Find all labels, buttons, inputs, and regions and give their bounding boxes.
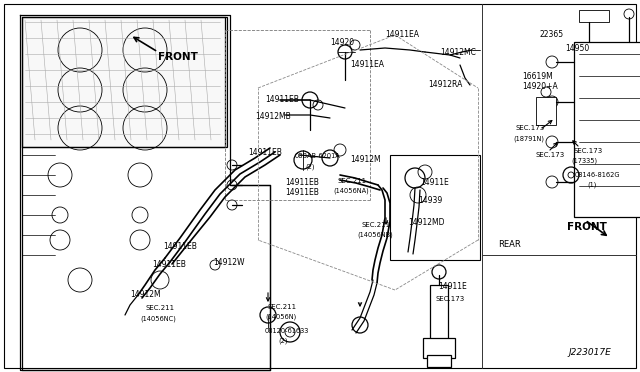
- Text: SEC.211: SEC.211: [268, 304, 297, 310]
- Bar: [579, 10, 609, 22]
- Text: 08146-8162G: 08146-8162G: [575, 172, 621, 178]
- Text: SEC.211: SEC.211: [338, 178, 367, 184]
- Text: REAR: REAR: [498, 240, 521, 249]
- Bar: [22, 17, 227, 147]
- Text: 14911E: 14911E: [420, 178, 449, 187]
- Text: 14912RA: 14912RA: [428, 80, 462, 89]
- Text: SEC.211: SEC.211: [362, 222, 391, 228]
- Text: 14911EB: 14911EB: [163, 242, 197, 251]
- Bar: [423, 338, 455, 358]
- Text: 14912W: 14912W: [213, 258, 244, 267]
- Text: 16619M: 16619M: [522, 72, 553, 81]
- Text: 14939: 14939: [418, 196, 442, 205]
- Text: SEC.173: SEC.173: [435, 296, 464, 302]
- Text: 14912M: 14912M: [350, 155, 381, 164]
- Text: (17335): (17335): [571, 158, 597, 164]
- Text: J223017E: J223017E: [568, 348, 611, 357]
- Text: (2): (2): [278, 338, 287, 344]
- Text: SEC.211: SEC.211: [145, 305, 174, 311]
- Text: FRONT: FRONT: [567, 222, 607, 232]
- Text: (14056N): (14056N): [265, 314, 296, 321]
- Text: 14912MC: 14912MC: [440, 48, 476, 57]
- Text: SEC.173: SEC.173: [516, 125, 545, 131]
- Text: 08120-61633: 08120-61633: [265, 328, 309, 334]
- Bar: [390, 155, 480, 260]
- Text: 14912MD: 14912MD: [408, 218, 445, 227]
- Bar: [427, 355, 451, 367]
- Text: 14950: 14950: [565, 44, 589, 53]
- Text: (14056NB): (14056NB): [357, 232, 393, 238]
- Text: SEC.173: SEC.173: [535, 152, 564, 158]
- Text: SEC.173: SEC.173: [573, 148, 602, 154]
- Text: 14911EA: 14911EA: [385, 30, 419, 39]
- Text: 14911EB: 14911EB: [152, 260, 186, 269]
- Bar: [536, 97, 556, 125]
- Text: 14911EB: 14911EB: [285, 188, 319, 197]
- Text: 14911EB: 14911EB: [265, 95, 299, 104]
- Text: 08BAB-6201A: 08BAB-6201A: [295, 153, 340, 159]
- Text: (18791N): (18791N): [513, 135, 544, 141]
- Bar: [430, 285, 448, 340]
- Text: 14911EB: 14911EB: [285, 178, 319, 187]
- Text: 22365: 22365: [540, 30, 564, 39]
- Text: 14911E: 14911E: [438, 282, 467, 291]
- Text: 14911EB: 14911EB: [248, 148, 282, 157]
- Text: (14056NA): (14056NA): [333, 188, 369, 195]
- Text: 14920+A: 14920+A: [522, 82, 557, 91]
- Text: 14911EA: 14911EA: [350, 60, 384, 69]
- Text: FRONT: FRONT: [158, 52, 198, 62]
- Text: (14056NC): (14056NC): [140, 315, 176, 321]
- Text: 14912MB: 14912MB: [255, 112, 291, 121]
- Bar: [574, 42, 640, 217]
- Text: (2): (2): [305, 163, 314, 170]
- Text: 14920: 14920: [330, 38, 354, 47]
- Text: (1): (1): [587, 182, 596, 189]
- Text: 14912M: 14912M: [130, 290, 161, 299]
